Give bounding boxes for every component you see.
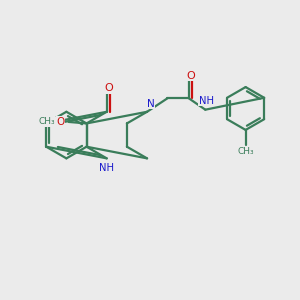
- Text: O: O: [186, 70, 195, 81]
- Text: N: N: [147, 99, 154, 109]
- Text: NH: NH: [199, 96, 214, 106]
- Text: O: O: [104, 83, 113, 94]
- Text: CH₃: CH₃: [237, 147, 254, 156]
- Text: NH: NH: [99, 163, 114, 173]
- Text: CH₃: CH₃: [39, 117, 56, 126]
- Text: O: O: [56, 117, 64, 127]
